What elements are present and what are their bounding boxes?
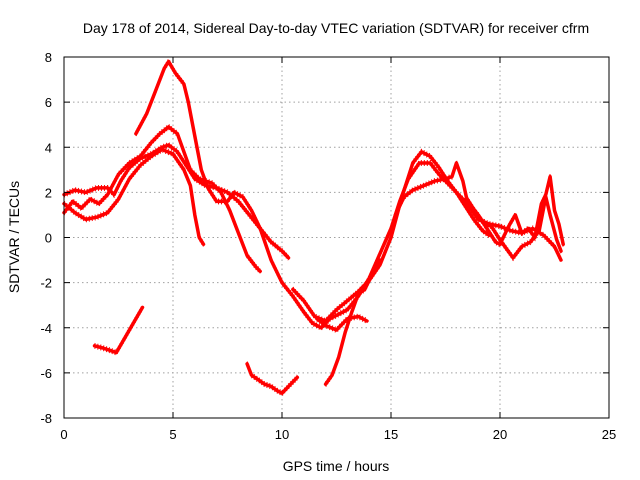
y-tick-label: -6 — [40, 366, 52, 381]
series-track-5 — [291, 150, 563, 323]
y-tick-label: 0 — [45, 231, 52, 246]
series-track-5-marker-fringe — [292, 148, 562, 320]
series-track-11-marker-fringe — [246, 365, 298, 397]
series-track-9-marker-fringe — [316, 313, 368, 329]
series-layer — [62, 57, 565, 397]
x-tick-label: 15 — [384, 427, 398, 442]
series-track-3-marker-fringe — [63, 150, 205, 247]
x-tick-label: 0 — [60, 427, 67, 442]
y-tick-label: 8 — [45, 50, 52, 65]
series-track-11-marker-fringe — [246, 361, 298, 392]
y-tick-label: 4 — [45, 140, 52, 155]
axis-ticks: 0 5 10 15 20 25 -8 -6 -4 -2 0 2 4 6 8 — [40, 50, 616, 442]
y-tick-label: -4 — [40, 321, 52, 336]
y-tick-label: -2 — [40, 276, 52, 291]
y-axis-label: SDTVAR / TECUs — [6, 181, 22, 293]
y-tick-label: -8 — [40, 411, 52, 426]
x-tick-label: 20 — [493, 427, 507, 442]
series-track-5-marker-fringe — [292, 153, 562, 325]
y-tick-label: 6 — [45, 95, 52, 110]
series-track-10 — [92, 305, 145, 355]
series-track-8 — [323, 258, 382, 386]
series-track-7 — [465, 195, 563, 260]
series-track-6 — [393, 161, 565, 247]
chart-title: Day 178 of 2014, Sidereal Day-to-day VTE… — [83, 20, 589, 36]
x-axis-label: GPS time / hours — [283, 458, 390, 474]
x-tick-label: 5 — [169, 427, 176, 442]
series-track-9-marker-fringe — [316, 317, 368, 334]
y-tick-label: 2 — [45, 185, 52, 200]
series-track-8-marker-fringe — [324, 257, 381, 383]
series-track-2 — [62, 125, 262, 274]
series-track-11 — [245, 362, 300, 395]
series-track-8-marker-fringe — [324, 261, 381, 387]
x-tick-label: 25 — [602, 427, 616, 442]
series-track-6-marker-fringe — [394, 158, 564, 244]
series-track-1 — [62, 143, 291, 260]
series-track-3-marker-fringe — [63, 146, 205, 243]
series-track-9 — [315, 314, 369, 332]
x-tick-label: 10 — [275, 427, 289, 442]
